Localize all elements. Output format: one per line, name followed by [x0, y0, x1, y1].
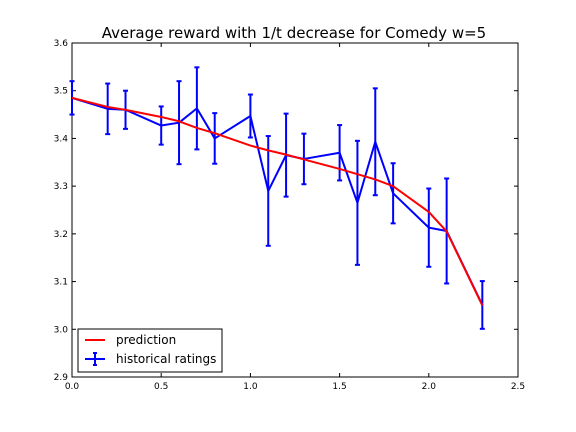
series-layer	[69, 66, 485, 330]
historical-point	[428, 226, 430, 229]
historical-point	[338, 151, 341, 154]
historical-point	[356, 202, 359, 204]
legend-historical-swatch	[85, 352, 105, 366]
historical-point	[249, 115, 252, 117]
plot-area	[71, 42, 519, 378]
legend-prediction-label: prediction	[116, 333, 176, 347]
legend-historical-label: historical ratings	[116, 352, 216, 366]
y-tick-label: 2.9	[54, 373, 69, 383]
y-tick-label: 3.1	[54, 278, 68, 288]
historical-point	[392, 192, 394, 195]
historical-point	[196, 107, 198, 110]
historical-point	[106, 108, 109, 110]
y-tick-label: 3.4	[54, 134, 69, 144]
axes-ticks: 0.0 0.5 1.0 1.5 2.0 2.5 2.9 3.0 3.1 3.2 3.3 3.4 3.5 3…	[54, 39, 525, 392]
historical-point	[374, 140, 377, 143]
x-tick-label: 1.5	[332, 382, 346, 392]
prediction-line	[71, 96, 484, 306]
historical-point	[160, 124, 162, 127]
y-tick-label: 3.6	[54, 39, 69, 49]
historical-point	[213, 137, 216, 140]
x-tick-label: 2.0	[422, 382, 437, 392]
historical-point	[267, 190, 270, 192]
chart-title: Average reward with 1/t decrease for Com…	[102, 24, 486, 42]
x-tick-label: 1.0	[243, 382, 258, 392]
y-tick-label: 3.2	[54, 230, 68, 240]
x-tick-label: 0.5	[154, 382, 168, 392]
legend-box	[77, 328, 223, 373]
legend: prediction historical ratings	[77, 328, 223, 373]
series-prediction	[71, 96, 484, 306]
y-tick-label: 3.0	[54, 325, 69, 335]
historical-ratings-line	[71, 96, 484, 306]
y-tick-label: 3.3	[54, 182, 68, 192]
plot-frame	[71, 42, 519, 378]
x-tick-label: 2.5	[511, 382, 525, 392]
x-tick-label: 0.0	[65, 382, 80, 392]
y-tick-label: 3.5	[54, 87, 68, 97]
